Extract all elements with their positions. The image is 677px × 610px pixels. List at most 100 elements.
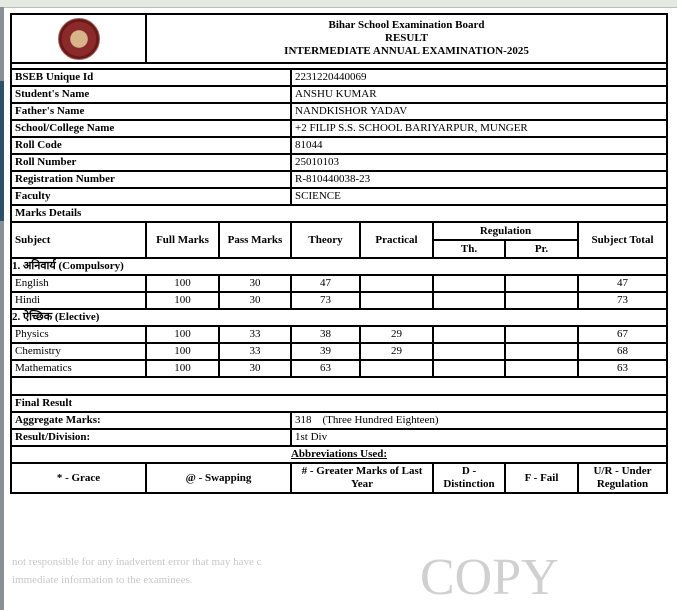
info-label: Roll Code	[10, 136, 292, 155]
info-value: SCIENCE	[289, 187, 669, 206]
info-label: School/College Name	[10, 119, 292, 138]
theory-cell: 38	[290, 325, 361, 344]
marks-details-title: Marks Details	[9, 204, 669, 223]
abbr-fail: F - Fail	[504, 462, 579, 494]
pass-cell: 30	[218, 274, 292, 293]
full-cell: 100	[145, 291, 220, 310]
student-info-row: Registration Number R-810440038-23	[10, 170, 669, 189]
disclaimer-watermark-line1: not responsible for any inadvertent erro…	[12, 556, 262, 568]
aggregate-number: 318	[295, 414, 312, 426]
col-regulation: Regulation	[432, 221, 579, 241]
bseb-logo	[57, 17, 100, 60]
pass-cell: 30	[218, 291, 292, 310]
abbr-swapping: @ - Swapping	[145, 462, 292, 494]
total-cell: 67	[576, 325, 669, 344]
student-info-row: School/College Name +2 FILIP S.S. SCHOOL …	[10, 119, 669, 138]
aggregate-label: Aggregate Marks:	[10, 411, 292, 430]
final-result-title: Final Result	[9, 394, 669, 413]
subject-name: Physics	[10, 325, 147, 344]
col-practical: Practical	[359, 221, 434, 259]
section-elective: 2. ऐच्छिक (Elective)	[9, 308, 669, 327]
subject-name: Mathematics	[10, 359, 147, 378]
abbreviations-title: Abbreviations Used:	[9, 445, 669, 464]
info-value: R-810440038-23	[289, 170, 669, 189]
col-subject: Subject	[10, 221, 147, 259]
subject-row: English 100 30 47 47	[10, 274, 669, 293]
result-title: RESULT	[385, 32, 429, 44]
total-cell: 68	[576, 342, 669, 361]
practical-cell	[359, 359, 434, 378]
section-compulsory: 1. अनिवार्य (Compulsory)	[9, 257, 669, 276]
abbr-greater-marks: # - Greater Marks of Last Year	[290, 462, 434, 494]
subject-row: Physics 100 33 38 29 67	[10, 325, 669, 344]
info-label: Father's Name	[10, 102, 292, 121]
subject-row: Chemistry 100 33 39 29 68	[10, 342, 669, 361]
col-theory: Theory	[290, 221, 361, 259]
left-window-edge	[0, 7, 4, 610]
exam-name: INTERMEDIATE ANNUAL EXAMINATION-2025	[284, 45, 529, 57]
subject-name: Hindi	[10, 291, 147, 310]
pr-cell	[504, 342, 579, 361]
browser-top-bar	[0, 0, 677, 8]
info-label: Student's Name	[10, 85, 292, 104]
info-label: Registration Number	[10, 170, 292, 189]
total-cell: 73	[576, 291, 669, 310]
theory-cell: 73	[290, 291, 361, 310]
student-info-row: Student's Name ANSHU KUMAR	[10, 85, 669, 104]
th-cell	[432, 342, 506, 361]
pass-cell: 33	[218, 325, 292, 344]
logo-cell	[10, 13, 147, 64]
full-cell: 100	[145, 274, 220, 293]
info-value: 25010103	[289, 153, 669, 172]
info-label: Faculty	[10, 187, 292, 206]
col-subject-total: Subject Total	[576, 221, 669, 259]
theory-cell: 63	[290, 359, 361, 378]
pr-cell	[504, 359, 579, 378]
col-reg-th: Th.	[432, 239, 506, 259]
practical-cell: 29	[359, 342, 434, 361]
info-label: Roll Number	[10, 153, 292, 172]
theory-cell: 47	[290, 274, 361, 293]
division-value: 1st Div	[289, 428, 669, 447]
copy-watermark: COPY	[420, 549, 559, 606]
th-cell	[432, 291, 506, 310]
pr-cell	[504, 274, 579, 293]
col-pass-marks: Pass Marks	[218, 221, 292, 259]
practical-cell	[359, 291, 434, 310]
info-value: 2231220440069	[289, 68, 669, 87]
practical-cell: 29	[359, 325, 434, 344]
full-cell: 100	[145, 342, 220, 361]
theory-cell: 39	[290, 342, 361, 361]
th-cell	[432, 325, 506, 344]
total-cell: 47	[576, 274, 669, 293]
practical-cell	[359, 274, 434, 293]
pr-cell	[504, 325, 579, 344]
info-value: ANSHU KUMAR	[289, 85, 669, 104]
abbr-distinction: D - Distinction	[432, 462, 506, 494]
full-cell: 100	[145, 325, 220, 344]
student-info-row: Father's Name NANDKISHOR YADAV	[10, 102, 669, 121]
th-cell	[432, 359, 506, 378]
aggregate-value: 318 (Three Hundred Eighteen)	[289, 411, 669, 430]
disclaimer-watermark-line2: immediate information to the examinees.	[12, 574, 193, 586]
info-label: BSEB Unique Id	[10, 68, 292, 87]
abbr-grace: * - Grace	[10, 462, 147, 494]
col-reg-pr: Pr.	[504, 239, 579, 259]
pass-cell: 30	[218, 359, 292, 378]
subject-row: Hindi 100 30 73 73	[10, 291, 669, 310]
full-cell: 100	[145, 359, 220, 378]
student-info-row: BSEB Unique Id 2231220440069	[10, 68, 669, 87]
division-label: Result/Division:	[10, 428, 292, 447]
student-info-row: Roll Number 25010103	[10, 153, 669, 172]
col-full-marks: Full Marks	[145, 221, 220, 259]
info-value: 81044	[289, 136, 669, 155]
subject-name: Chemistry	[10, 342, 147, 361]
board-name: Bihar School Examination Board	[328, 19, 485, 31]
empty-row	[9, 376, 669, 396]
total-cell: 63	[576, 359, 669, 378]
subject-row: Mathematics 100 30 63 63	[10, 359, 669, 378]
pr-cell	[504, 291, 579, 310]
abbr-under-regulation: U/R - Under Regulation	[576, 462, 669, 494]
info-value: NANDKISHOR YADAV	[289, 102, 669, 121]
student-info-row: Faculty SCIENCE	[10, 187, 669, 206]
